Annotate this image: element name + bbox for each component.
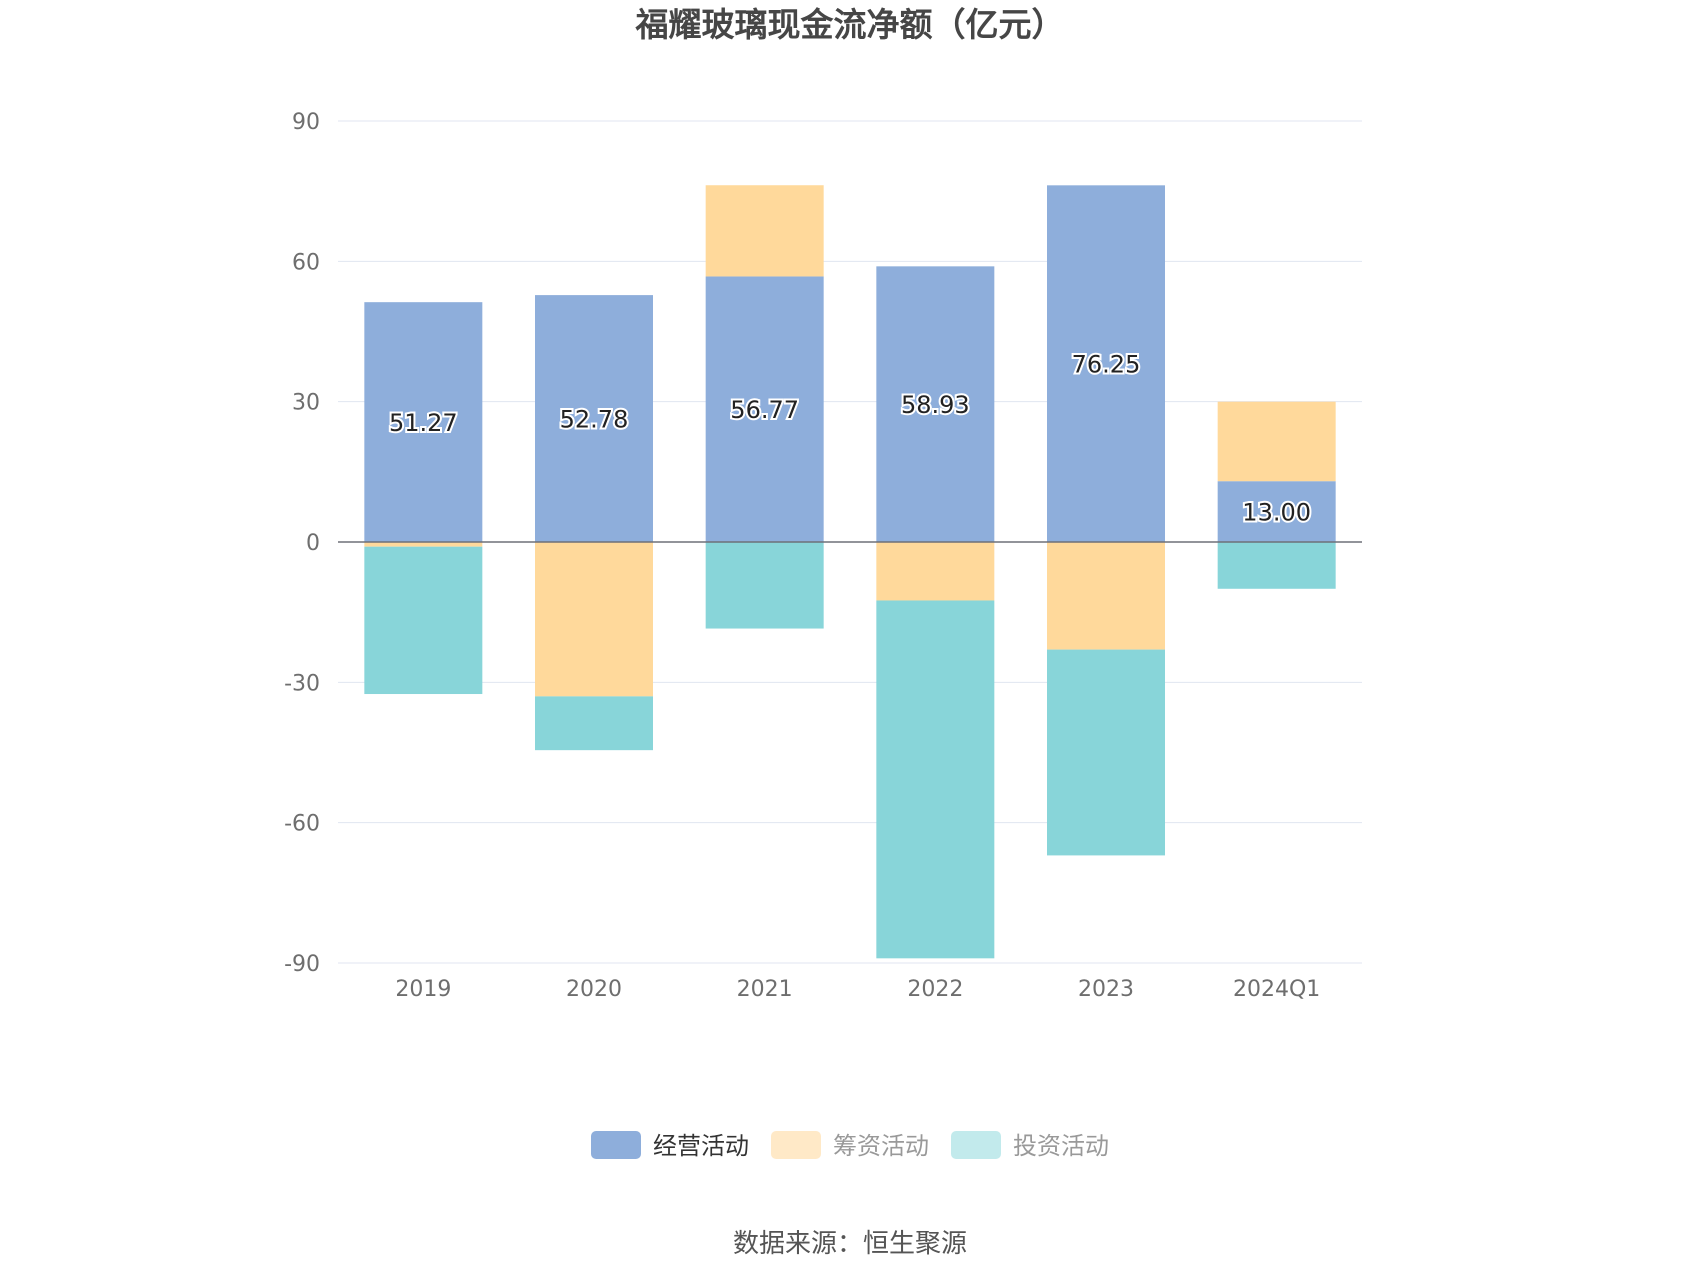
bar-投资活动-2022 [876,600,995,959]
x-tick-label: 2020 [566,977,622,1002]
bar-投资活动-2023 [1047,649,1165,856]
x-tick-label: 2023 [1078,977,1134,1002]
bar-筹资活动-2021 [705,185,824,277]
bar-投资活动-2020 [535,696,653,751]
data-label: 58.93 [901,391,970,419]
data-label: 13.00 [1242,499,1311,527]
y-tick-label: 60 [292,250,320,275]
bar-经营活动-2024Q1 [1217,481,1336,542]
data-label-layer: 51.27 52.78 56.77 58.93 76.25 13.00 [387,349,1313,529]
legend-label[interactable]: 经营活动 [653,1132,749,1160]
data-label: 52.78 [560,406,629,434]
bar-投资活动-2019 [364,546,483,695]
bar-筹资活动-2019 [364,542,483,547]
x-tick-label: 2022 [907,977,963,1002]
x-tick-label: 2019 [395,977,451,1002]
y-tick-label: -60 [284,812,320,837]
grid-layer [338,120,1362,964]
bar-筹资活动-2024Q1 [1217,401,1336,482]
data-label: 76.25 [1072,351,1141,379]
data-label: 56.77 [730,396,799,424]
bar-投资活动-2021 [705,542,824,629]
y-tick-label: 90 [292,110,320,135]
y-tick-label: 0 [306,531,320,556]
data-label: 51.27 [389,409,458,437]
axis-layer: 90 60 30 0 -30 -60 -90 2019 2020 2021 2022 2023 2024… [284,110,1362,1002]
bar-经营活动-2022 [876,266,995,542]
chart-title: 福耀玻璃现金流净额（亿元） [635,5,1065,44]
legend: 经营活动 筹资活动 投资活动 [591,1131,1109,1160]
y-tick-label: -90 [284,952,320,977]
bar-经营活动-2021 [705,276,824,542]
y-tick-label: -30 [284,671,320,696]
bar-筹资活动-2022 [876,542,995,601]
bar-筹资活动-2023 [1047,542,1165,650]
bar-经营活动-2023 [1047,185,1165,542]
bar-layer [364,185,1336,959]
legend-label[interactable]: 筹资活动 [833,1132,929,1160]
data-source: 数据来源：恒生聚源 [733,1229,967,1259]
bar-筹资活动-2020 [535,542,653,697]
legend-swatch[interactable] [591,1131,641,1159]
x-tick-label: 2024Q1 [1233,977,1320,1002]
bar-经营活动-2020 [535,295,653,542]
legend-swatch[interactable] [771,1131,821,1159]
legend-swatch[interactable] [951,1131,1001,1159]
x-tick-label: 2021 [737,977,793,1002]
y-tick-label: 30 [292,391,320,416]
bar-投资活动-2024Q1 [1217,542,1336,589]
bar-经营活动-2019 [364,302,483,542]
legend-label[interactable]: 投资活动 [1013,1132,1109,1160]
